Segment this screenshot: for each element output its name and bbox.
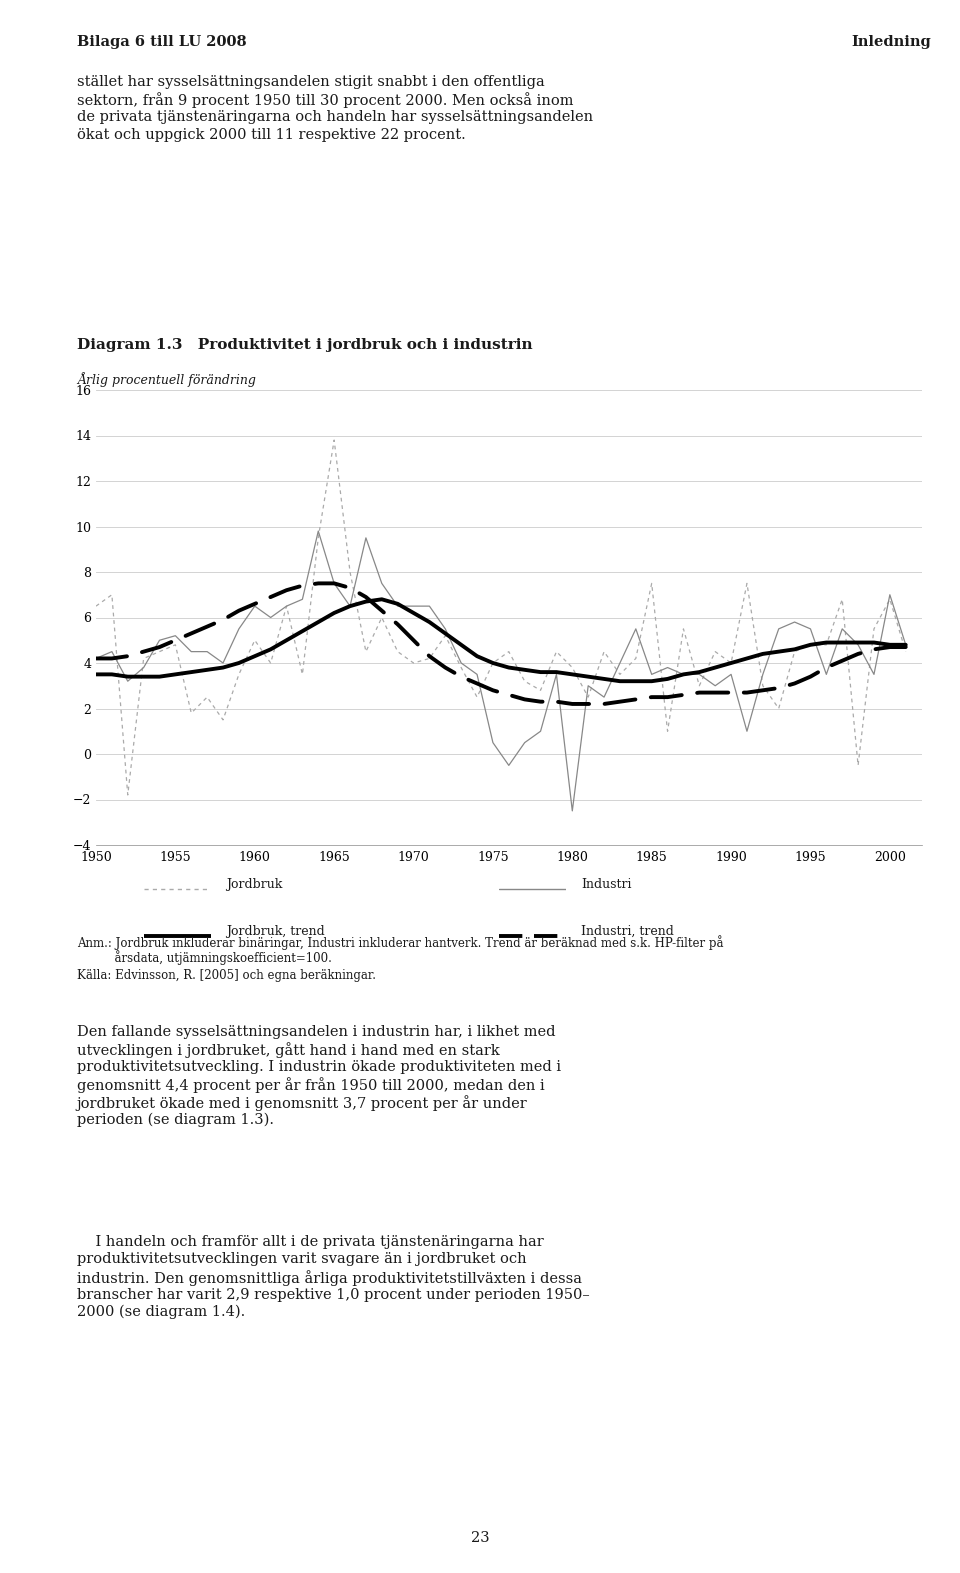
- Text: Inledning: Inledning: [852, 35, 931, 49]
- Text: produktivitetsutveckling. I industrin ökade produktiviteten med i: produktivitetsutveckling. I industrin ök…: [77, 1060, 561, 1074]
- Text: industrin. Den genomsnittliga årliga produktivitetstillväxten i dessa: industrin. Den genomsnittliga årliga pro…: [77, 1269, 582, 1285]
- Text: perioden (se diagram 1.3).: perioden (se diagram 1.3).: [77, 1112, 274, 1126]
- Text: Anm.: Jordbruk inkluderar binäringar, Industri inkluderar hantverk. Trend är ber: Anm.: Jordbruk inkluderar binäringar, In…: [77, 934, 723, 950]
- Text: I handeln och framför allt i de privata tjänstenäringarna har: I handeln och framför allt i de privata …: [77, 1235, 543, 1249]
- Text: Jordbruk, trend: Jordbruk, trend: [226, 925, 324, 938]
- Text: sektorn, från 9 procent 1950 till 30 procent 2000. Men också inom: sektorn, från 9 procent 1950 till 30 pro…: [77, 93, 573, 109]
- Text: 23: 23: [470, 1531, 490, 1545]
- Text: årsdata, utjämningskoefficient=100.: årsdata, utjämningskoefficient=100.: [77, 950, 331, 966]
- Text: Bilaga 6 till LU 2008: Bilaga 6 till LU 2008: [77, 35, 247, 49]
- Text: Källa: Edvinsson, R. [2005] och egna beräkningar.: Källa: Edvinsson, R. [2005] och egna ber…: [77, 969, 375, 982]
- Text: produktivitetsutvecklingen varit svagare än i jordbruket och: produktivitetsutvecklingen varit svagare…: [77, 1252, 526, 1266]
- Text: Industri: Industri: [581, 878, 632, 890]
- Text: ökat och uppgick 2000 till 11 respektive 22 procent.: ökat och uppgick 2000 till 11 respektive…: [77, 127, 466, 142]
- Text: Årlig procentuell förändring: Årlig procentuell förändring: [77, 371, 255, 387]
- Text: utvecklingen i jordbruket, gått hand i hand med en stark: utvecklingen i jordbruket, gått hand i h…: [77, 1043, 499, 1059]
- Text: genomsnitt 4,4 procent per år från 1950 till 2000, medan den i: genomsnitt 4,4 procent per år från 1950 …: [77, 1078, 544, 1093]
- Text: jordbruket ökade med i genomsnitt 3,7 procent per år under: jordbruket ökade med i genomsnitt 3,7 pr…: [77, 1095, 528, 1111]
- Text: branscher har varit 2,9 respektive 1,0 procent under perioden 1950–: branscher har varit 2,9 respektive 1,0 p…: [77, 1287, 589, 1301]
- Text: 2000 (se diagram 1.4).: 2000 (se diagram 1.4).: [77, 1306, 245, 1320]
- Text: Den fallande sysselsättningsandelen i industrin har, i likhet med: Den fallande sysselsättningsandelen i in…: [77, 1026, 555, 1040]
- Text: Diagram 1.3 Produktivitet i jordbruk och i industrin: Diagram 1.3 Produktivitet i jordbruk och…: [77, 338, 533, 352]
- Text: stället har sysselsättningsandelen stigit snabbt i den offentliga: stället har sysselsättningsandelen stigi…: [77, 76, 544, 90]
- Text: Industri, trend: Industri, trend: [581, 925, 674, 938]
- Text: de privata tjänstenäringarna och handeln har sysselsättningsandelen: de privata tjänstenäringarna och handeln…: [77, 110, 593, 124]
- Text: Jordbruk: Jordbruk: [226, 878, 282, 890]
